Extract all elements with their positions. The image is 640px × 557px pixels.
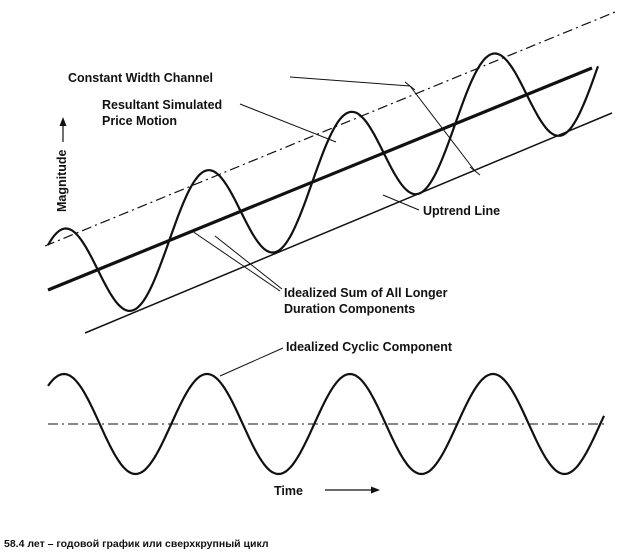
cyclic-component-wave	[47, 372, 606, 476]
magnitude-axis-label: Magnitude	[55, 149, 69, 212]
resultant-leader-line	[239, 103, 337, 143]
magnitude-arrow-head-icon	[59, 117, 67, 126]
channel-width-marker-line	[409, 85, 476, 172]
channel-width-tick-bottom	[469, 166, 481, 176]
idealized-sum-leader-line-1	[191, 230, 281, 292]
price-motion-wave	[47, 52, 600, 313]
idealized-sum-label-line2: Duration Components	[284, 302, 415, 316]
uptrend-line	[84, 112, 613, 334]
uptrend-line-label: Uptrend Line	[423, 204, 500, 218]
uptrend-leader-line	[382, 194, 420, 211]
channel-width-tick-top	[404, 81, 416, 91]
resultant-price-motion-label-line2: Price Motion	[102, 114, 177, 128]
time-arrow-head-icon	[371, 486, 380, 494]
cyclic-leader-line	[219, 347, 284, 377]
idealized-cyclic-label: Idealized Cyclic Component	[286, 340, 453, 354]
idealized-sum-label-line1: Idealized Sum of All Longer	[284, 286, 448, 300]
channel-upper-dashed-line	[44, 11, 616, 247]
time-axis-label: Time	[274, 484, 303, 498]
sum-of-longer-components-line	[47, 66, 593, 292]
constant-width-channel-label: Constant Width Channel	[68, 71, 213, 85]
idealized-sum-leader-line-2	[214, 235, 283, 290]
resultant-price-motion-label-line1: Resultant Simulated	[102, 98, 222, 112]
channel-leader-line	[289, 76, 411, 87]
figure-caption: 58.4 лет – годовой график или сверхкрупн…	[4, 538, 269, 550]
